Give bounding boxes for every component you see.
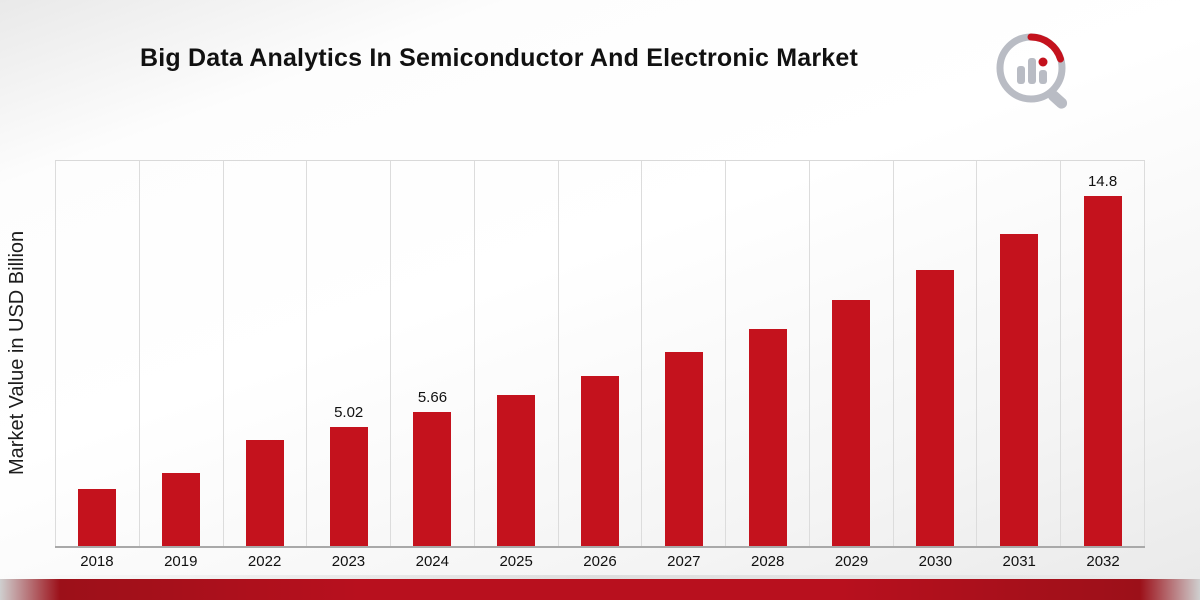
x-tick-label: 2027 bbox=[667, 553, 701, 570]
x-tick-label: 2032 bbox=[1086, 553, 1120, 570]
bar-2022 bbox=[245, 440, 284, 546]
grid-cell bbox=[138, 161, 223, 546]
grid-cell: 14.8 bbox=[1060, 161, 1145, 546]
x-tick-label: 2030 bbox=[918, 553, 953, 570]
chart-plot: 5.02 5.66 14.8 bbox=[55, 160, 1145, 548]
grid-cell bbox=[976, 161, 1060, 546]
y-axis-label: Market Value in USD Billion bbox=[6, 230, 28, 475]
bar-2028 bbox=[748, 329, 787, 546]
grid-cell: 5.66 bbox=[390, 161, 474, 546]
x-tick-label: 2026 bbox=[583, 553, 617, 570]
grid-cell: 5.02 bbox=[306, 161, 390, 546]
bar-2026 bbox=[580, 376, 619, 546]
bar-2029 bbox=[832, 300, 871, 546]
brand-logo-icon bbox=[985, 28, 1085, 118]
grid-cell bbox=[222, 161, 307, 546]
bar-2031 bbox=[999, 234, 1038, 546]
page-title: Big Data Analytics In Semiconductor And … bbox=[140, 44, 859, 72]
x-tick-label: 2025 bbox=[499, 553, 533, 570]
grid-cell bbox=[892, 161, 977, 546]
bar-2027 bbox=[664, 352, 703, 546]
grid-cell bbox=[641, 161, 725, 546]
bar-2030 bbox=[916, 270, 955, 546]
bar-2025 bbox=[497, 395, 536, 546]
bar-2019 bbox=[162, 473, 201, 546]
footer-band bbox=[0, 575, 1200, 600]
x-tick-label: 2018 bbox=[80, 553, 114, 570]
bar-value-label: 5.02 bbox=[334, 404, 364, 421]
grid-cell bbox=[808, 161, 893, 546]
x-tick-label: 2019 bbox=[164, 553, 198, 570]
grid-cell bbox=[473, 161, 558, 546]
x-tick-label: 2024 bbox=[415, 553, 449, 570]
x-tick-label: 2031 bbox=[1002, 553, 1036, 570]
x-tick-label: 2022 bbox=[247, 553, 282, 570]
x-tick-label: 2029 bbox=[834, 553, 869, 570]
bar-2024 bbox=[413, 412, 452, 546]
grid-cell bbox=[55, 161, 139, 546]
grid-cell bbox=[725, 161, 809, 546]
x-axis: 2018 2019 2022 2023 2024 2025 2026 2027 2028 2029… bbox=[55, 553, 1145, 570]
x-tick-label: 2023 bbox=[331, 553, 366, 570]
magnifier-bar-chart-icon bbox=[996, 33, 1068, 109]
bar-2018 bbox=[78, 489, 117, 546]
bar-2023 bbox=[329, 427, 368, 546]
bar-2032 bbox=[1083, 196, 1122, 546]
x-tick-label: 2028 bbox=[750, 553, 785, 570]
bar-value-label: 14.8 bbox=[1087, 173, 1118, 190]
bar-value-label: 5.66 bbox=[417, 389, 448, 406]
grid-cell bbox=[557, 161, 642, 546]
